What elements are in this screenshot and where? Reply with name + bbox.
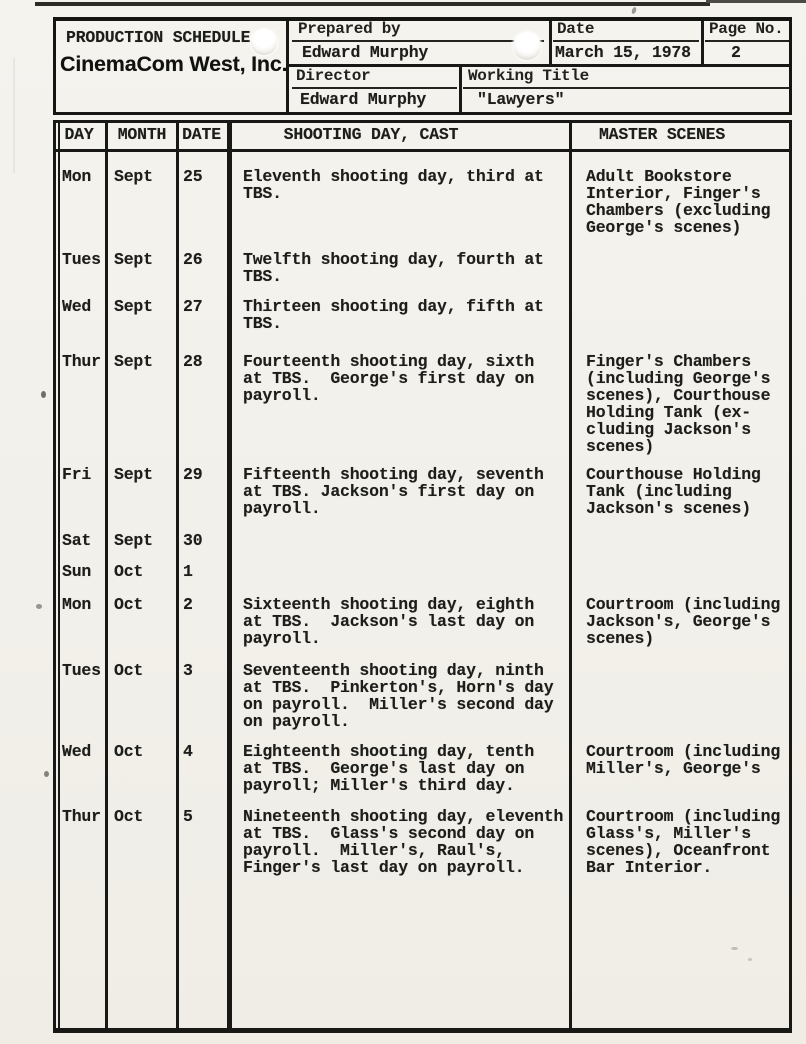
field-label-prepared-by: Prepared by <box>298 20 401 38</box>
cell-date: 29 <box>183 465 203 484</box>
scan-edge-artifact <box>706 0 806 3</box>
column-header-date: DATE <box>182 125 221 144</box>
scan-speck <box>748 958 752 961</box>
cell-shooting: Nineteenth shooting day, eleventh at TBS… <box>243 807 564 877</box>
table-header-underline <box>53 149 792 152</box>
field-value-page-no: 2 <box>731 43 741 62</box>
column-header-shooting-day-cast: SHOOTING DAY, CAST <box>283 125 459 144</box>
header-divider <box>701 21 704 64</box>
field-value-working-title: "Lawyers" <box>477 90 565 109</box>
company-name: CinemaCom West, Inc. <box>60 52 288 76</box>
cell-shooting: Sixteenth shooting day, eighth at TBS. J… <box>243 595 535 648</box>
cell-date: 4 <box>183 742 193 761</box>
field-underline <box>553 40 699 42</box>
column-header-master-scenes: MASTER SCENES <box>598 125 726 144</box>
column-header-day: DAY <box>64 125 94 144</box>
column-divider-shooting-master <box>569 121 572 1031</box>
cell-day: Mon <box>62 167 92 186</box>
column-header-month: MONTH <box>117 125 167 144</box>
table-border-right <box>789 120 792 1033</box>
punch-hole-icon <box>251 29 277 55</box>
cell-day: Sat <box>62 531 92 550</box>
cell-master: Finger's Chambers (including George's sc… <box>586 352 771 456</box>
cell-date: 3 <box>183 661 193 680</box>
cell-date: 25 <box>183 167 203 186</box>
cell-date: 5 <box>183 807 193 826</box>
field-value-prepared-by: Edward Murphy <box>302 43 429 62</box>
cell-day: Wed <box>62 742 92 761</box>
form-header-box <box>53 17 792 115</box>
cell-master: Courtroom (including Glass's, Miller's s… <box>586 807 781 877</box>
table-border-left-inner <box>58 123 60 1028</box>
field-underline <box>292 87 457 89</box>
punch-hole-icon <box>513 32 541 60</box>
scan-speck <box>41 391 46 398</box>
cell-shooting: Twelfth shooting day, fourth at TBS. <box>243 250 544 286</box>
cell-day: Tues <box>62 661 101 680</box>
cell-day: Fri <box>62 465 92 484</box>
cell-month: Sept <box>114 465 153 484</box>
cell-shooting: Fourteenth shooting day, sixth at TBS. G… <box>243 352 535 405</box>
column-divider-date-shooting <box>227 121 232 1031</box>
table-border-bottom <box>53 1028 792 1033</box>
cell-date: 27 <box>183 297 203 316</box>
field-value-date: March 15, 1978 <box>555 43 691 62</box>
cell-month: Sept <box>114 167 153 186</box>
cell-month: Oct <box>114 807 144 826</box>
cell-shooting: Thirteen shooting day, fifth at TBS. <box>243 297 544 333</box>
field-underline <box>463 87 789 89</box>
field-label-page-no: Page No. <box>709 20 784 38</box>
field-value-director: Edward Murphy <box>300 90 427 109</box>
cell-master: Courtroom (including Miller's, George's <box>586 742 781 778</box>
cell-month: Oct <box>114 661 144 680</box>
cell-shooting: Fifteenth shooting day, seventh at TBS. … <box>243 465 544 518</box>
field-underline <box>705 40 789 42</box>
cell-day: Sun <box>62 562 92 581</box>
header-divider <box>286 20 289 112</box>
scan-speck <box>44 771 49 777</box>
scan-speck <box>731 947 738 950</box>
cell-date: 2 <box>183 595 193 614</box>
header-divider <box>289 64 789 67</box>
cell-month: Sept <box>114 352 153 371</box>
field-label-working-title: Working Title <box>468 67 589 85</box>
cell-day: Thur <box>62 807 101 826</box>
scan-speck <box>36 604 42 609</box>
cell-shooting: Seventeenth shooting day, ninth at TBS. … <box>243 661 554 731</box>
column-divider-month-date <box>176 121 179 1031</box>
cell-day: Mon <box>62 595 92 614</box>
form-title: PRODUCTION SCHEDULE <box>66 28 251 47</box>
cell-date: 1 <box>183 562 193 581</box>
cell-master: Courtroom (including Jackson's, George's… <box>586 595 781 648</box>
cell-master: Adult Bookstore Interior, Finger's Chamb… <box>586 167 771 237</box>
cell-date: 30 <box>183 531 203 550</box>
cell-shooting: Eleventh shooting day, third at TBS. <box>243 167 544 203</box>
header-divider <box>459 67 462 112</box>
table-border-top <box>53 120 792 123</box>
cell-shooting: Eighteenth shooting day, tenth at TBS. G… <box>243 742 535 795</box>
cell-date: 26 <box>183 250 203 269</box>
cell-month: Oct <box>114 742 144 761</box>
cell-day: Thur <box>62 352 101 371</box>
table-border-left <box>53 120 56 1033</box>
cell-day: Wed <box>62 297 92 316</box>
cell-day: Tues <box>62 250 101 269</box>
field-label-director: Director <box>296 67 371 85</box>
cell-date: 28 <box>183 352 203 371</box>
cell-month: Oct <box>114 595 144 614</box>
column-divider-day-month <box>105 121 108 1031</box>
cell-month: Oct <box>114 562 144 581</box>
field-underline <box>292 40 544 42</box>
scan-edge-artifact <box>13 58 15 173</box>
cell-month: Sept <box>114 531 153 550</box>
cell-master: Courthouse Holding Tank (including Jacks… <box>586 465 761 518</box>
cell-month: Sept <box>114 297 153 316</box>
scan-speck <box>630 6 638 15</box>
field-label-date: Date <box>557 20 595 38</box>
scan-edge-artifact <box>35 2 710 6</box>
cell-month: Sept <box>114 250 153 269</box>
header-divider <box>549 21 552 64</box>
